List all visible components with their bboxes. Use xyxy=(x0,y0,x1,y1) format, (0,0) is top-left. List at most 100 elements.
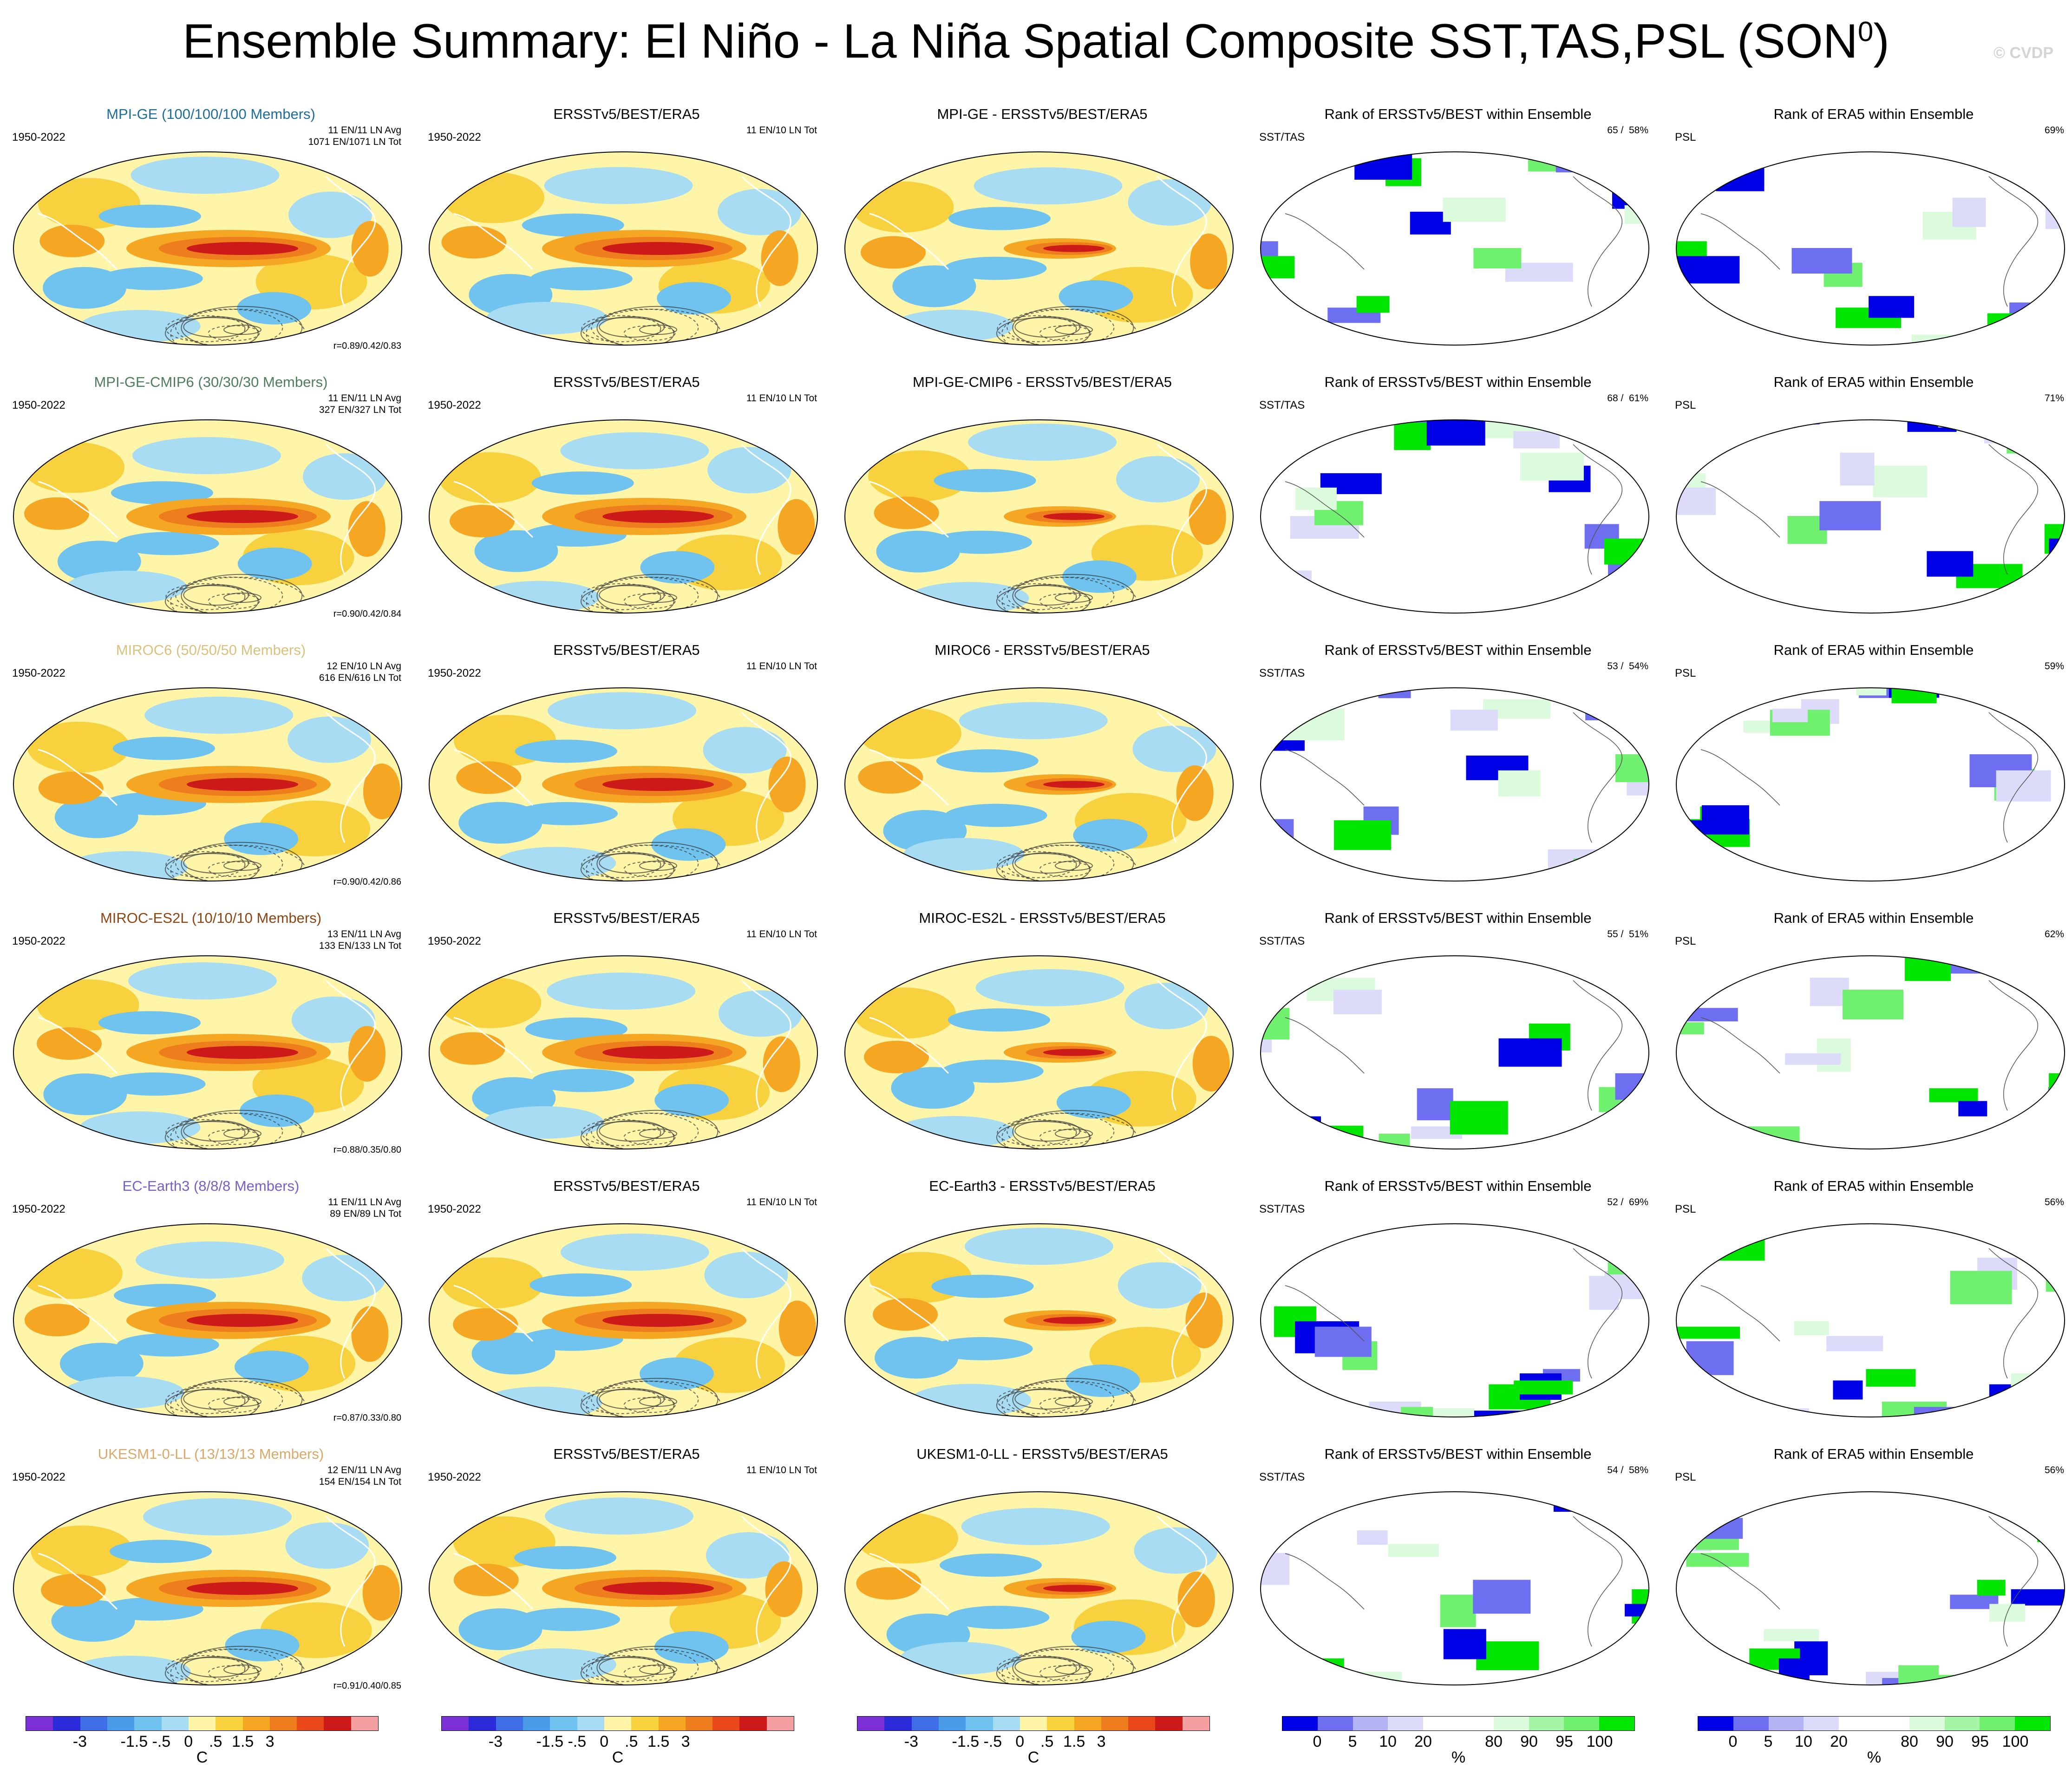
colorbar-tick-label: -.5 xyxy=(568,1733,587,1750)
map-rank2 xyxy=(1676,1223,2065,1417)
map-rank1 xyxy=(1260,419,1649,614)
panel-model: MIROC-ES2L (10/10/10 Members) 1950-2022 13… xyxy=(4,906,418,1174)
map-diff xyxy=(844,419,1234,614)
period-label: 1950-2022 xyxy=(12,399,65,411)
colorbar-boxes xyxy=(26,1716,379,1731)
period-label: 1950-2022 xyxy=(428,131,481,144)
panel-title: Rank of ERSSTv5/BEST within Ensemble xyxy=(1324,106,1592,122)
event-counts: 11 EN/10 LN Tot xyxy=(746,125,817,136)
pattern-correlation: r=0.90/0.42/0.84 xyxy=(333,609,401,619)
colorbar-tick-label: 1.5 xyxy=(1063,1733,1085,1750)
map-rank1 xyxy=(1260,687,1649,881)
panel-rank2: Rank of ERA5 within Ensemble PSL 56% xyxy=(1667,1442,2072,1710)
colorbar-tick-label: -3 xyxy=(72,1733,87,1750)
variable-label: SST/TAS xyxy=(1259,1471,1305,1483)
variable-label: PSL xyxy=(1675,1471,1696,1483)
panel-rank2: Rank of ERA5 within Ensemble PSL 56% xyxy=(1667,1174,2072,1442)
colorbar-ticks: 0 5 10 20 80 90 95 100 xyxy=(1698,1731,2051,1750)
map-diff xyxy=(844,955,1234,1149)
panel-diff: MPI-GE-CMIP6 - ERSSTv5/BEST/ERA5 xyxy=(835,370,1249,638)
event-counts: 11 EN/10 LN Tot xyxy=(746,1197,817,1208)
event-counts: 12 EN/11 LN Avg 154 EN/154 LN Tot xyxy=(319,1465,401,1487)
panel-title: Rank of ERSSTv5/BEST within Ensemble xyxy=(1324,1178,1592,1194)
colorbar-tick-label: 95 xyxy=(1971,1733,1989,1750)
colorbar-tick-label: 80 xyxy=(1901,1733,1918,1750)
rank-percent: 56% xyxy=(2044,1197,2064,1208)
panel-obs: ERSSTv5/BEST/ERA5 1950-2022 11 EN/10 LN To… xyxy=(419,102,834,370)
colorbar-tick-label: .5 xyxy=(625,1733,638,1750)
colorbar-tick-label: 90 xyxy=(1936,1733,1954,1750)
map-obs xyxy=(429,1223,818,1417)
panel-rank2: Rank of ERA5 within Ensemble PSL 59% xyxy=(1667,638,2072,906)
panel-rank1: Rank of ERSSTv5/BEST within Ensemble SST/… xyxy=(1251,370,1665,638)
map-rank2 xyxy=(1676,955,2065,1149)
colorbar-tick-label: 0 xyxy=(1313,1733,1322,1750)
period-label: 1950-2022 xyxy=(12,935,65,947)
panel-obs: ERSSTv5/BEST/ERA5 1950-2022 11 EN/10 LN To… xyxy=(419,1174,834,1442)
panel-rank1: Rank of ERSSTv5/BEST within Ensemble SST/… xyxy=(1251,102,1665,370)
variable-label: PSL xyxy=(1675,399,1696,411)
colorbar-unit: C xyxy=(1027,1749,1039,1766)
colorbar-ticks: -3 -1.5 -.5 0 .5 1.5 3 xyxy=(441,1731,794,1750)
period-label: 1950-2022 xyxy=(428,1203,481,1215)
panel-title: Rank of ERA5 within Ensemble xyxy=(1773,642,1974,658)
period-label: 1950-2022 xyxy=(12,131,65,144)
panel-model: MPI-GE-CMIP6 (30/30/30 Members) 1950-2022… xyxy=(4,370,418,638)
panel-title: MIROC-ES2L - ERSSTv5/BEST/ERA5 xyxy=(919,910,1166,926)
colorbar-tick-label: -3 xyxy=(488,1733,503,1750)
colorbar-tick-label: 100 xyxy=(2002,1733,2029,1750)
panel-title: Rank of ERA5 within Ensemble xyxy=(1773,374,1974,390)
colorbar-unit: C xyxy=(196,1749,208,1766)
map-model xyxy=(13,1223,402,1417)
colorbar-boxes xyxy=(1282,1716,1635,1731)
panel-model: MPI-GE (100/100/100 Members) 1950-2022 11 … xyxy=(4,102,418,370)
panel-title: Rank of ERA5 within Ensemble xyxy=(1773,106,1974,122)
rank-percent: 52 / 69% xyxy=(1607,1197,1648,1208)
period-label: 1950-2022 xyxy=(428,667,481,679)
panel-title: Rank of ERSSTv5/BEST within Ensemble xyxy=(1324,910,1592,926)
colorbar-tick-label: 1.5 xyxy=(232,1733,254,1750)
colorbar-temp: -3 -1.5 -.5 0 .5 1.5 3 C xyxy=(441,1716,794,1767)
rank-percent: 68 / 61% xyxy=(1607,393,1648,404)
panel-title: Rank of ERSSTv5/BEST within Ensemble xyxy=(1324,1446,1592,1462)
panel-diff: EC-Earth3 - ERSSTv5/BEST/ERA5 xyxy=(835,1174,1249,1442)
panel-title: ERSSTv5/BEST/ERA5 xyxy=(553,106,700,122)
panel-title: ERSSTv5/BEST/ERA5 xyxy=(553,1178,700,1194)
colorbar-tick-label: -.5 xyxy=(152,1733,171,1750)
panel-title: Rank of ERA5 within Ensemble xyxy=(1773,910,1974,926)
colorbar-tick-label: -3 xyxy=(904,1733,919,1750)
event-counts: 11 EN/10 LN Tot xyxy=(746,661,817,672)
map-rank1 xyxy=(1260,1223,1649,1417)
event-counts: 11 EN/11 LN Avg 327 EN/327 LN Tot xyxy=(319,393,401,415)
period-label: 1950-2022 xyxy=(428,935,481,947)
colorbar-tick-label: 80 xyxy=(1485,1733,1503,1750)
colorbar-tick-label: 20 xyxy=(1830,1733,1848,1750)
colorbar-boxes xyxy=(441,1716,794,1731)
panel-title: Rank of ERSSTv5/BEST within Ensemble xyxy=(1324,642,1592,658)
colorbar-boxes xyxy=(1698,1716,2051,1731)
panel-title: MIROC6 (50/50/50 Members) xyxy=(116,642,306,658)
variable-label: SST/TAS xyxy=(1259,131,1305,144)
variable-label: PSL xyxy=(1675,1203,1696,1215)
panel-rank2: Rank of ERA5 within Ensemble PSL 69% xyxy=(1667,102,2072,370)
colorbar-tick-label: 1.5 xyxy=(647,1733,670,1750)
cvdp-credit: © CVDP xyxy=(1994,44,2053,62)
rank-percent: 56% xyxy=(2044,1465,2064,1476)
panel-title: ERSSTv5/BEST/ERA5 xyxy=(553,642,700,658)
map-obs xyxy=(429,1491,818,1685)
panel-rank1: Rank of ERSSTv5/BEST within Ensemble SST/… xyxy=(1251,1442,1665,1710)
panel-title: EC-Earth3 (8/8/8 Members) xyxy=(122,1178,300,1194)
panel-title: Rank of ERSSTv5/BEST within Ensemble xyxy=(1324,374,1592,390)
map-obs xyxy=(429,687,818,881)
colorbar-tick-label: 100 xyxy=(1586,1733,1613,1750)
map-diff xyxy=(844,1491,1234,1685)
event-counts: 13 EN/11 LN Avg 133 EN/133 LN Tot xyxy=(319,929,401,951)
panel-obs: ERSSTv5/BEST/ERA5 1950-2022 11 EN/10 LN To… xyxy=(419,906,834,1174)
colorbar-tick-label: -1.5 xyxy=(120,1733,148,1750)
rank-percent: 53 / 54% xyxy=(1607,661,1648,672)
colorbar-tick-label: 3 xyxy=(1097,1733,1106,1750)
map-model xyxy=(13,687,402,881)
pattern-correlation: r=0.91/0.40/0.85 xyxy=(333,1681,401,1691)
colorbar-tick-label: 3 xyxy=(681,1733,690,1750)
colorbar-tick-label: -1.5 xyxy=(536,1733,564,1750)
